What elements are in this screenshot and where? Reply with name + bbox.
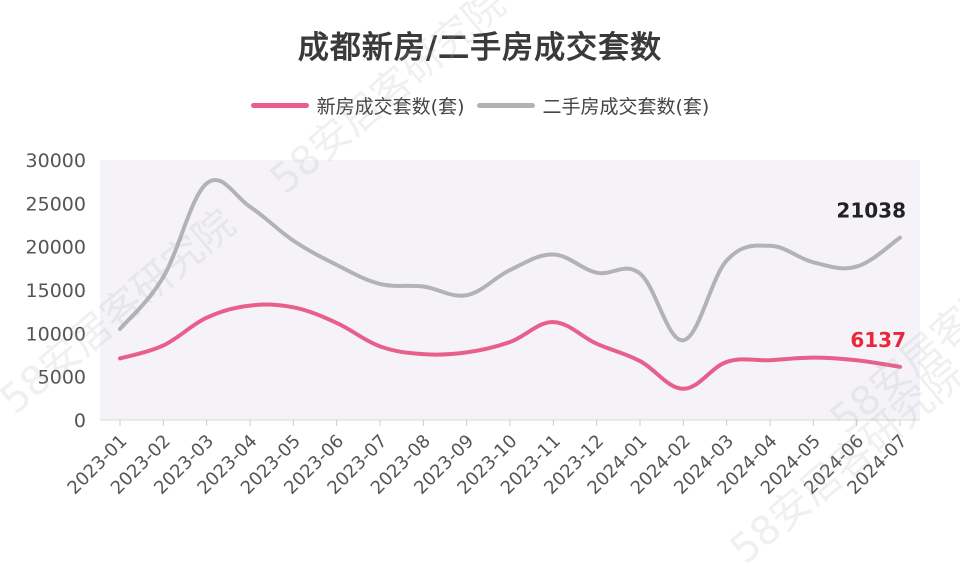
legend-label-new-house: 新房成交套数(套) [316,96,465,118]
end-labels: 6137 21038 [836,199,906,352]
y-tick-label: 25000 [26,193,86,215]
y-tick-label: 5000 [38,367,86,389]
end-label-new-house: 6137 [850,328,906,352]
line-chart: 0 5000 10000 15000 20000 25000 30000 2023-0120… [26,150,920,499]
plot-area [100,160,920,420]
legend-swatch-new-house [250,103,309,108]
legend-item-second-hand[interactable]: 二手房成交套数(套) [476,92,710,119]
legend: 新房成交套数(套) 二手房成交套数(套) [0,92,960,119]
chart-title: 成都新房/二手房成交套数 [297,30,663,66]
y-tick-label: 20000 [26,237,86,259]
legend-item-new-house[interactable]: 新房成交套数(套) [250,92,465,119]
x-axis: 2023-012023-022023-032023-042023-052023-… [63,419,920,499]
y-tick-label: 10000 [26,323,86,345]
legend-label-second-hand: 二手房成交套数(套) [542,96,710,118]
y-tick-label: 0 [74,410,86,432]
y-axis: 0 5000 10000 15000 20000 25000 30000 [26,150,86,432]
series-line-second-hand[interactable] [118,178,902,343]
series-layer [118,178,902,391]
y-tick-label: 30000 [26,150,86,172]
end-label-second-hand: 21038 [836,199,906,223]
series-line-new-house[interactable] [118,302,902,391]
y-tick-label: 15000 [26,280,86,302]
legend-swatch-second-hand [476,103,535,108]
